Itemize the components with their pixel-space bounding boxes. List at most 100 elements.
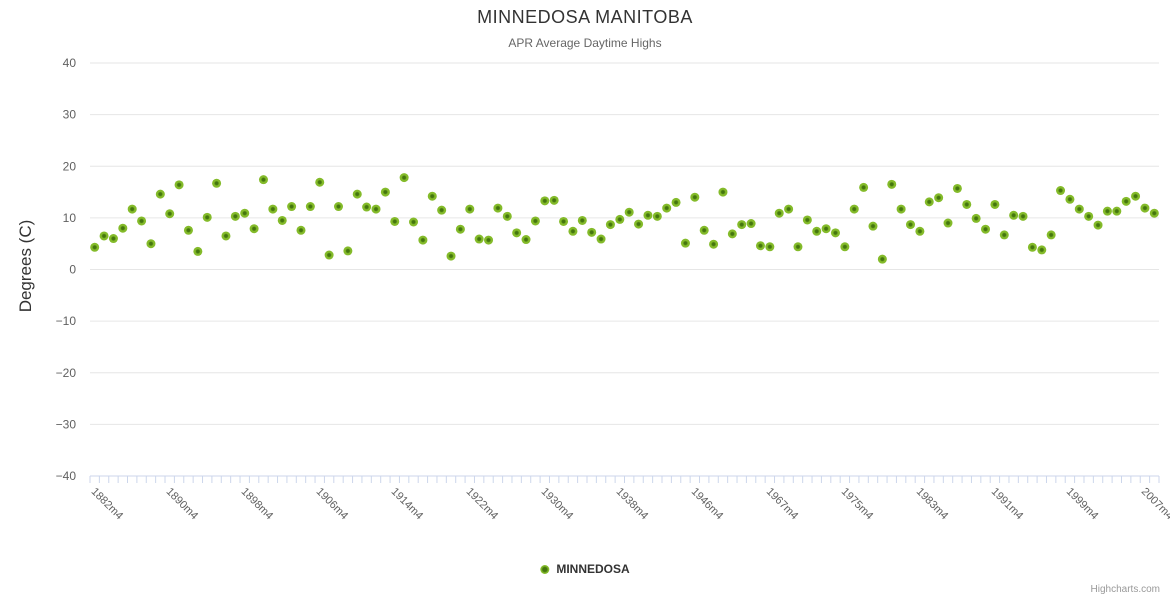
data-point[interactable] [484,235,494,245]
data-point[interactable] [305,202,315,212]
data-point[interactable] [90,242,100,252]
data-point[interactable] [343,246,353,256]
data-point[interactable] [1093,220,1103,230]
data-point[interactable] [333,202,343,212]
data-point[interactable] [315,177,325,187]
data-point[interactable] [1121,196,1131,206]
data-point[interactable] [962,199,972,209]
data-point[interactable] [146,239,156,249]
data-point[interactable] [446,251,456,261]
data-point[interactable] [1027,242,1037,252]
data-point[interactable] [737,220,747,230]
data-point[interactable] [990,199,1000,209]
data-point[interactable] [981,224,991,234]
data-point[interactable] [1037,245,1047,255]
data-point[interactable] [952,183,962,193]
data-point[interactable] [634,219,644,229]
data-point[interactable] [183,225,193,235]
data-point[interactable] [1084,211,1094,221]
data-point[interactable] [137,216,147,226]
data-point[interactable] [399,173,409,183]
data-point[interactable] [746,219,756,229]
data-point[interactable] [830,228,840,238]
data-point[interactable] [240,208,250,218]
data-point[interactable] [652,211,662,221]
data-point[interactable] [549,195,559,205]
data-point[interactable] [1074,204,1084,214]
data-point[interactable] [887,179,897,189]
data-point[interactable] [559,216,569,226]
data-point[interactable] [868,221,878,231]
data-point[interactable] [577,215,587,225]
data-point[interactable] [521,235,531,245]
data-point[interactable] [1131,191,1141,201]
data-point[interactable] [662,203,672,213]
data-point[interactable] [427,191,437,201]
data-point[interactable] [540,196,550,206]
data-point[interactable] [455,224,465,234]
data-point[interactable] [371,204,381,214]
data-point[interactable] [493,203,503,213]
data-point[interactable] [605,220,615,230]
data-point[interactable] [906,220,916,230]
data-point[interactable] [287,202,297,212]
data-point[interactable] [230,211,240,221]
data-point[interactable] [840,242,850,252]
data-point[interactable] [596,234,606,244]
data-point[interactable] [587,227,597,237]
data-point[interactable] [924,197,934,207]
data-point[interactable] [165,209,175,219]
data-point[interactable] [512,228,522,238]
data-point[interactable] [755,241,765,251]
data-point[interactable] [999,230,1009,240]
data-point[interactable] [1018,211,1028,221]
data-point[interactable] [802,215,812,225]
data-point[interactable] [709,239,719,249]
data-point[interactable] [324,250,334,260]
data-point[interactable] [390,216,400,226]
data-point[interactable] [1065,194,1075,204]
data-point[interactable] [624,207,634,217]
data-point[interactable] [258,175,268,185]
data-point[interactable] [971,213,981,223]
data-point[interactable] [784,204,794,214]
data-point[interactable] [1140,203,1150,213]
data-point[interactable] [849,204,859,214]
data-point[interactable] [437,205,447,215]
data-point[interactable] [671,197,681,207]
data-point[interactable] [249,224,259,234]
data-point[interactable] [530,216,540,226]
data-point[interactable] [568,226,578,236]
data-point[interactable] [915,226,925,236]
data-point[interactable] [277,215,287,225]
data-point[interactable] [1056,186,1066,196]
data-point[interactable] [812,226,822,236]
data-point[interactable] [202,212,212,222]
highcharts-credits-link[interactable]: Highcharts.com [1090,584,1160,595]
data-point[interactable] [221,231,231,241]
data-point[interactable] [643,210,653,220]
data-point[interactable] [108,234,118,244]
data-point[interactable] [690,192,700,202]
data-point[interactable] [859,182,869,192]
data-point[interactable] [699,225,709,235]
data-point[interactable] [362,202,372,212]
data-point[interactable] [465,204,475,214]
data-point[interactable] [193,246,203,256]
data-point[interactable] [174,180,184,190]
data-point[interactable] [1102,206,1112,216]
data-point[interactable] [418,235,428,245]
data-point[interactable] [99,231,109,241]
data-point[interactable] [352,189,362,199]
data-point[interactable] [1149,208,1159,218]
data-point[interactable] [727,229,737,239]
data-point[interactable] [943,218,953,228]
data-point[interactable] [615,214,625,224]
data-point[interactable] [821,224,831,234]
data-point[interactable] [774,208,784,218]
data-point[interactable] [765,242,775,252]
data-point[interactable] [127,204,137,214]
data-point[interactable] [268,204,278,214]
data-point[interactable] [934,193,944,203]
data-point[interactable] [1112,206,1122,216]
